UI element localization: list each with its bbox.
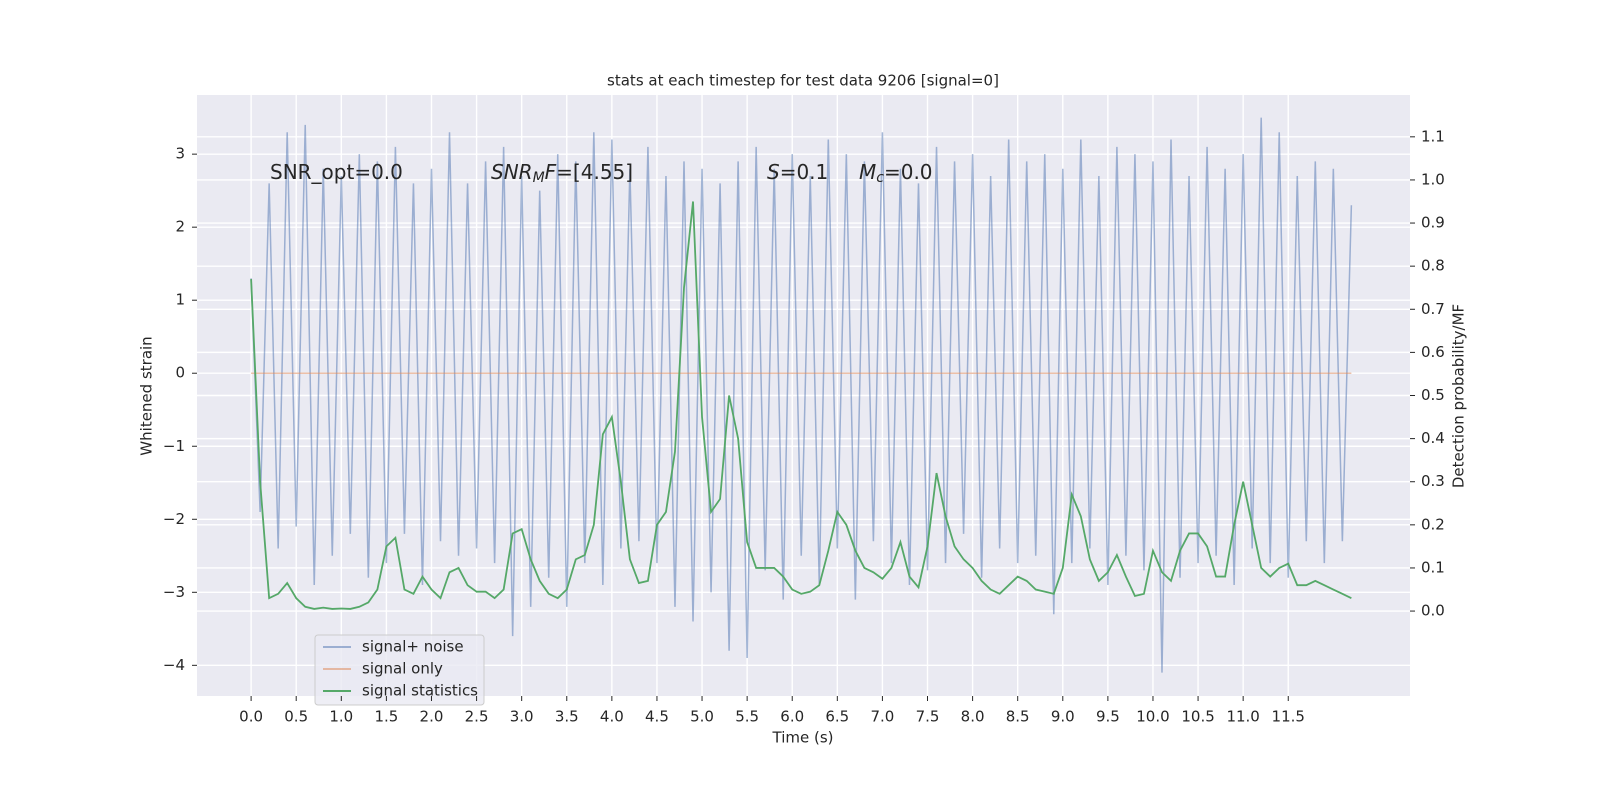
x-tick-label: 9.5	[1096, 708, 1120, 726]
x-tick-label: 9.0	[1051, 708, 1075, 726]
annotation: S=0.1	[767, 160, 828, 184]
x-tick-label: 7.0	[870, 708, 894, 726]
y-axis-label: Whitened strain	[138, 336, 156, 455]
legend-label: signal statistics	[362, 682, 478, 700]
y2-tick-label: 0.4	[1421, 429, 1445, 447]
y2-tick-label: 0.8	[1421, 257, 1445, 275]
x-tick-label: 10.0	[1136, 708, 1169, 726]
chart-title: stats at each timestep for test data 920…	[607, 72, 999, 90]
series-line	[250, 117, 1353, 673]
x-tick-label: 5.5	[735, 708, 759, 726]
x-tick-label: 8.0	[961, 708, 985, 726]
x-tick-label: 3.0	[510, 708, 534, 726]
x-tick-label: 11.5	[1272, 708, 1305, 726]
legend-box	[314, 634, 485, 706]
x-tick-label: 6.0	[780, 708, 804, 726]
y2-tick-label: 0.5	[1421, 386, 1445, 404]
y2-tick-label: 0.2	[1421, 515, 1445, 533]
x-tick-label: 0.5	[284, 708, 308, 726]
annotation-part: =0.0	[884, 160, 933, 184]
annotation-part: SNR	[491, 160, 533, 184]
legend: signal+ noise signal only signal statistic…	[314, 634, 485, 706]
y2-tick-label: 0.7	[1421, 300, 1445, 318]
y2-tick-label: 0.1	[1421, 558, 1445, 576]
x-tick-label: 4.0	[600, 708, 624, 726]
annotation-part: =0.1	[780, 160, 829, 184]
annotation-part: c	[876, 170, 884, 186]
x-axis-label: Time (s)	[772, 729, 834, 747]
y-tick-label: 1	[175, 291, 185, 309]
x-tick-label: 8.5	[1006, 708, 1030, 726]
annotation: SNRMF=[4.55]	[491, 160, 633, 187]
legend-label: signal+ noise	[362, 638, 464, 656]
y2-tick-label: 0.3	[1421, 472, 1445, 490]
x-tick-label: 6.5	[825, 708, 849, 726]
x-tick-label: 4.5	[645, 708, 669, 726]
x-tick-label: 2.0	[420, 708, 444, 726]
x-tick-label: 1.5	[374, 708, 398, 726]
x-tick-label: 1.0	[329, 708, 353, 726]
annotation: Mc=0.0	[859, 160, 933, 187]
annotation-part: S	[767, 160, 780, 184]
x-tick-label: 7.5	[916, 708, 940, 726]
y2-tick-label: 0.9	[1421, 214, 1445, 232]
y2-tick-label: 1.1	[1421, 127, 1445, 145]
annotations: SNR_opt=0.0 SNRMF=[4.55] S=0.1 Mc=0.0	[270, 160, 933, 187]
y-tick-label: 0	[175, 364, 185, 382]
annotation: SNR_opt=0.0	[270, 160, 403, 184]
y-tick-label: −2	[163, 510, 185, 528]
x-tick-label: 5.0	[690, 708, 714, 726]
annotation-part: =[4.55]	[556, 160, 633, 184]
x-tick-label: 0.0	[239, 708, 263, 726]
y-tick-label: 2	[175, 218, 185, 236]
annotation-part: M	[533, 170, 545, 186]
y-tick-label: −4	[163, 656, 185, 674]
y2-tick-label: 0.6	[1421, 343, 1445, 361]
series-line	[250, 201, 1352, 610]
annotation-part: SNR_opt=0.0	[270, 160, 403, 184]
legend-label: signal only	[362, 660, 443, 678]
y-tick-label: −3	[163, 583, 185, 601]
x-tick-label: 2.5	[465, 708, 489, 726]
y-tick-label: 3	[175, 145, 185, 163]
annotation-part: F	[545, 160, 557, 184]
x-tick-label: 11.0	[1226, 708, 1259, 726]
x-tick-label: 10.5	[1181, 708, 1214, 726]
annotation-part: M	[859, 160, 876, 184]
lines	[250, 117, 1353, 673]
y-tick-label: −1	[163, 437, 185, 455]
y2-tick-label: 1.0	[1421, 170, 1445, 188]
y2-tick-label: 0.0	[1421, 602, 1445, 620]
x-tick-label: 3.5	[555, 708, 579, 726]
y2-axis-label: Detection probability/MF	[1450, 304, 1468, 488]
